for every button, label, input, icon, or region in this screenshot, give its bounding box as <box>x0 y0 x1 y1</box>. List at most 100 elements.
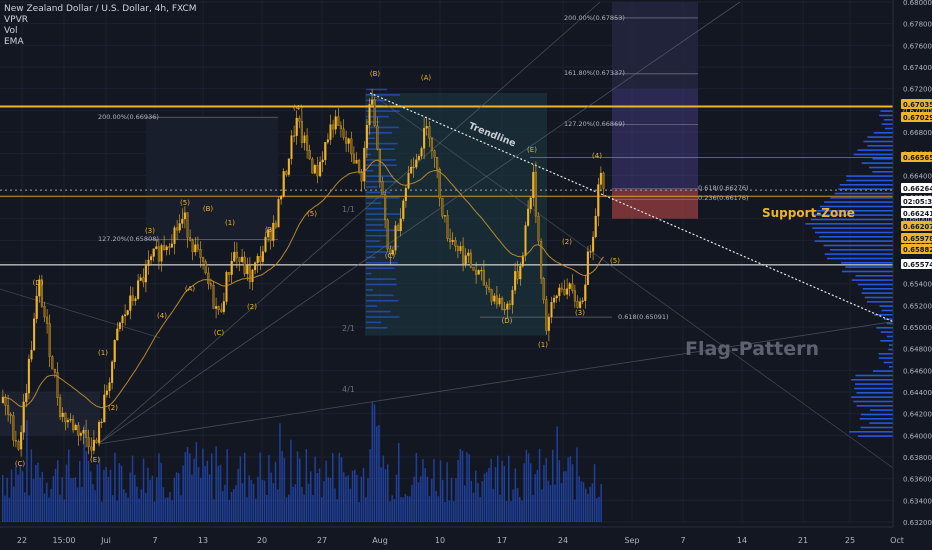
candle-body <box>475 270 478 275</box>
volume-bar <box>173 477 176 522</box>
candle-body <box>269 229 272 241</box>
candle-body <box>48 323 51 357</box>
candle-body <box>597 184 600 217</box>
volume-bar <box>303 494 305 522</box>
volume-bar <box>90 471 92 522</box>
volume-bar <box>296 451 299 522</box>
volume-bar <box>138 498 140 522</box>
candle-body <box>160 245 163 262</box>
price-tick-label: 0.64800 <box>903 346 932 354</box>
vpvr-bar <box>878 353 893 355</box>
candles <box>1 89 605 458</box>
candle-body <box>251 269 254 282</box>
vpvr-bar <box>889 344 893 346</box>
volume-profile <box>366 88 893 437</box>
candle-body <box>87 437 90 448</box>
time-tick-label: 22 <box>17 536 27 545</box>
vpvr-bar <box>883 119 893 121</box>
vpvr-bar <box>886 335 893 338</box>
time-tick-label: 20 <box>257 536 267 545</box>
volume-bar <box>422 459 424 522</box>
time-tick-label: 10 <box>435 536 445 545</box>
wave-label: (2) <box>562 238 572 246</box>
vpvr-bar <box>857 283 893 286</box>
vpvr-bar <box>889 366 893 368</box>
candle-body <box>324 142 327 161</box>
volume-bar <box>365 497 367 522</box>
volume-bar <box>28 495 30 522</box>
volume-bar <box>336 499 338 522</box>
candle-body <box>235 251 238 258</box>
candle-body <box>371 99 374 105</box>
volume-bar <box>46 482 48 522</box>
volume-bar <box>41 471 44 522</box>
indicator-vpvr[interactable]: VPVR <box>4 15 28 25</box>
vpvr-bar <box>879 305 893 307</box>
volume-bar <box>371 401 374 522</box>
volume-bar <box>261 479 264 522</box>
candle-body <box>488 287 491 290</box>
candle-body <box>407 172 410 189</box>
volume-bar <box>81 487 83 522</box>
volume-bar <box>21 471 24 522</box>
volume-bar <box>413 476 415 522</box>
candle-body <box>212 285 215 309</box>
symbol-title[interactable]: New Zealand Dollar / U.S. Dollar, 4h, FX… <box>4 4 197 14</box>
volume-bar <box>2 475 4 522</box>
wave-label: (C) <box>214 329 225 337</box>
candle-body <box>293 135 296 137</box>
volume-bar <box>530 463 532 522</box>
vpvr-bar <box>814 240 893 242</box>
volume-bar <box>268 455 270 522</box>
candle-body <box>254 262 257 271</box>
time-tick-label: 27 <box>317 536 327 545</box>
candle-body <box>217 306 220 310</box>
price-marker-bg <box>901 152 932 162</box>
volume-bar <box>340 457 343 522</box>
indicator-vol[interactable]: Vol <box>4 26 18 36</box>
candle-body <box>168 246 171 248</box>
candle-body <box>246 265 249 275</box>
volume-bar <box>464 485 466 522</box>
vpvr-bar <box>881 309 893 312</box>
volume-bar <box>453 501 455 522</box>
volume-bar <box>43 493 46 522</box>
volume-bar <box>101 501 103 522</box>
candle-body <box>425 126 428 129</box>
candle-body <box>222 301 225 312</box>
candle-body <box>469 252 472 268</box>
candle-body <box>199 249 202 258</box>
volume-bar <box>367 478 369 522</box>
candle-body <box>22 401 25 433</box>
vpvr-fixed-bar <box>366 278 396 280</box>
vpvr-bar <box>861 162 893 164</box>
vpvr-bar <box>886 322 893 325</box>
vpvr-fixed-bar <box>366 132 392 134</box>
indicator-ema[interactable]: EMA <box>4 37 24 47</box>
candle-body <box>183 212 186 220</box>
candle-body <box>298 117 301 122</box>
candle-body <box>508 303 511 306</box>
candle-body <box>558 287 561 297</box>
volume-bar <box>450 477 453 522</box>
candle-body <box>256 256 259 263</box>
candle-body <box>113 340 116 363</box>
volume-bar <box>428 496 431 522</box>
volume-bar <box>549 484 552 522</box>
candle-body <box>95 439 98 443</box>
volume-bar <box>468 454 470 522</box>
volume-bar <box>244 452 246 522</box>
wave-label: (3) <box>265 226 275 234</box>
volume-bar <box>94 490 96 522</box>
vpvr-fixed-bar <box>366 327 388 329</box>
candle-body <box>137 280 140 299</box>
candle-body <box>181 218 184 224</box>
volume-bar <box>323 481 325 522</box>
volume-bar <box>415 453 418 522</box>
volume-bar <box>112 495 114 522</box>
candle-body <box>563 289 566 295</box>
wave-label: (4) <box>592 152 602 160</box>
volume-bar <box>494 467 497 522</box>
vpvr-bar <box>869 166 893 169</box>
